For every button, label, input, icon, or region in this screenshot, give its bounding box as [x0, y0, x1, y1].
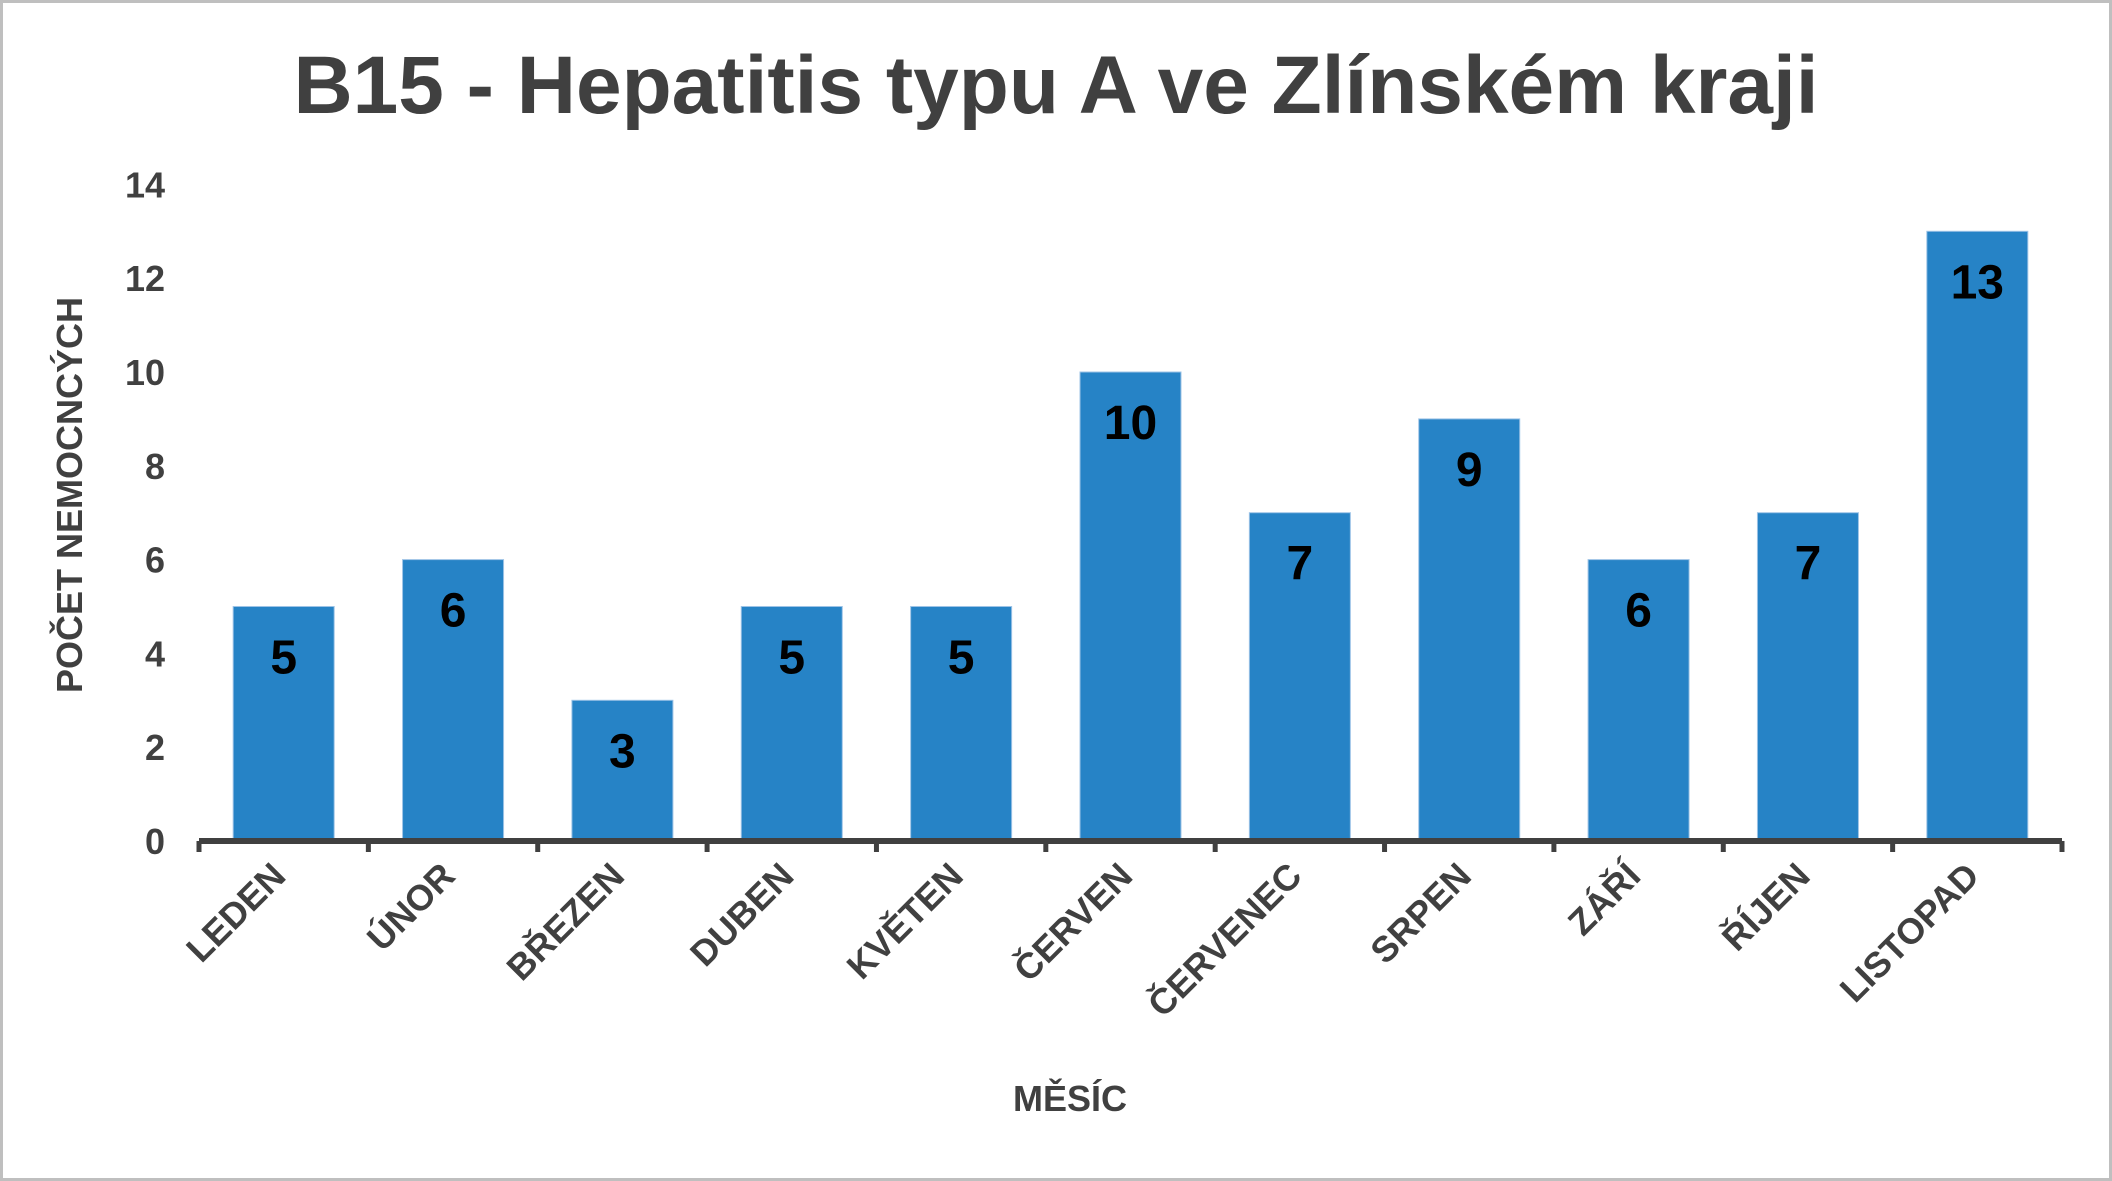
bar — [1587, 559, 1690, 842]
bar-value-label: 5 — [948, 632, 975, 685]
y-tick-label: 10 — [125, 352, 165, 393]
x-category-label: LISTOPAD — [1832, 855, 1987, 1010]
bar — [232, 606, 335, 842]
bar-value-label: 7 — [1795, 538, 1822, 591]
bar-value-label: 3 — [609, 725, 636, 778]
bar — [910, 606, 1013, 842]
x-axis-title: MĚSÍC — [1012, 1078, 1127, 1119]
bar — [1926, 230, 2029, 842]
bars: 5 6 3 5 5 10 7 9 6 7 13 — [232, 230, 2029, 842]
y-tick-label: 4 — [145, 633, 165, 674]
x-category-label: ZÁŘÍ — [1559, 853, 1649, 943]
x-axis — [196, 838, 2065, 852]
bar-value-label: 5 — [778, 632, 805, 685]
bar-value-label: 6 — [1625, 585, 1652, 638]
bar — [1248, 512, 1351, 842]
x-category-label: ČERVEN — [1005, 854, 1140, 989]
x-category-label: SRPEN — [1362, 855, 1479, 972]
bar-value-label: 13 — [1951, 256, 2004, 309]
x-axis-category-labels: LEDEN ÚNOR BŘEZEN DUBEN KVĚTEN ČERVEN ČERVENEC… — [178, 853, 1987, 1024]
bar-value-label: 6 — [440, 585, 467, 638]
y-tick-label: 6 — [145, 540, 165, 581]
bar-value-label: 5 — [270, 632, 297, 685]
x-category-label: ÚNOR — [358, 854, 463, 959]
y-tick-label: 12 — [125, 258, 165, 299]
x-category-label: ČERVENEC — [1139, 854, 1310, 1025]
bar-value-label: 9 — [1456, 444, 1483, 497]
bar — [402, 559, 505, 842]
bar — [571, 699, 674, 842]
y-tick-label: 0 — [145, 821, 165, 862]
x-category-label: LEDEN — [178, 855, 293, 970]
bar-value-label: 10 — [1104, 397, 1157, 450]
chart-title: B15 - Hepatitis typu A ve Zlínském kraji — [293, 40, 1819, 131]
x-category-label: KVĚTEN — [838, 854, 971, 987]
y-tick-label: 2 — [145, 727, 165, 768]
bar — [1079, 371, 1182, 842]
bar-value-label: 7 — [1287, 538, 1314, 591]
x-category-label: DUBEN — [682, 855, 802, 975]
x-category-label: ŘÍJEN — [1713, 854, 1818, 959]
y-axis-ticks: 0 2 4 6 8 10 12 14 — [125, 164, 165, 862]
bar — [740, 606, 843, 842]
bar — [1756, 512, 1859, 842]
y-tick-label: 14 — [125, 164, 165, 205]
x-category-label: BŘEZEN — [498, 854, 632, 988]
y-tick-label: 8 — [145, 446, 165, 487]
